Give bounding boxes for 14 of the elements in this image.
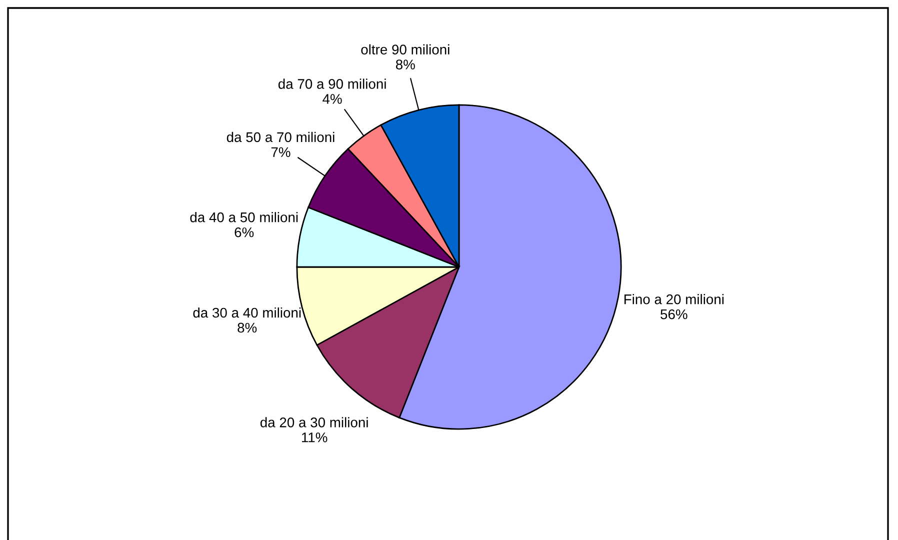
slice-label: da 40 a 50 milioni <box>190 212 298 222</box>
data-label: 7% <box>271 147 290 158</box>
data-label: 8% <box>238 322 257 333</box>
data-label: 6% <box>234 227 254 238</box>
data-label: 4% <box>322 94 342 104</box>
slice-label: da 30 a 40 milioni <box>193 307 301 318</box>
slice-label: Fino a 20 milioni <box>624 294 724 304</box>
slice-label: oltre 90 milioni <box>361 44 450 54</box>
data-label: 11% <box>302 432 328 442</box>
slice-label: da 50 a 70 milioni <box>226 132 334 142</box>
data-label: 56% <box>660 309 688 320</box>
data-label: 8% <box>396 60 415 70</box>
slice-label: da 70 a 90 milioni <box>278 78 386 89</box>
slice-label: da 20 a 30 milioni <box>260 417 368 428</box>
